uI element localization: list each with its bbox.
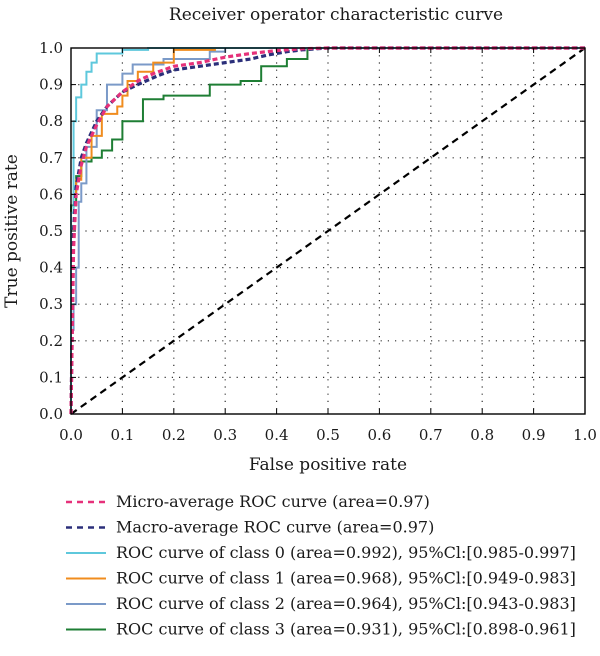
legend-label: ROC curve of class 2 (area=0.964), 95%Cl…	[116, 594, 576, 613]
x-tick-label: 0.7	[419, 426, 443, 444]
y-tick-label: 0.8	[39, 112, 63, 130]
y-axis-label: True positive rate	[2, 154, 22, 308]
legend-label: Macro-average ROC curve (area=0.97)	[116, 518, 434, 537]
legend-label: Micro-average ROC curve (area=0.97)	[116, 492, 430, 511]
x-axis-label: False positive rate	[249, 455, 407, 475]
legend-label: ROC curve of class 3 (area=0.931), 95%Cl…	[116, 620, 576, 639]
x-tick-label: 0.9	[522, 426, 546, 444]
chance-diagonal-line	[70, 47, 586, 415]
x-tick-label: 0.4	[265, 426, 289, 444]
legend: Micro-average ROC curve (area=0.97) Macro…	[66, 492, 576, 639]
legend-label: ROC curve of class 0 (area=0.992), 95%Cl…	[116, 543, 576, 562]
x-tick-label: 0.0	[59, 426, 83, 444]
series-line-4	[70, 47, 585, 414]
x-tick-label: 1.0	[573, 426, 597, 444]
x-tick-label: 0.2	[162, 426, 186, 444]
x-tick-label: 0.3	[213, 426, 237, 444]
y-tick-label: 0.6	[39, 185, 63, 203]
x-tick-label: 0.8	[470, 426, 494, 444]
series-line-1	[69, 46, 585, 415]
x-tick-label: 0.1	[110, 426, 134, 444]
y-tick-label: 0.9	[39, 76, 63, 94]
y-tick-label: 0.3	[39, 295, 63, 313]
y-tick-label: 0.7	[39, 149, 63, 167]
chart-title: Receiver operator characteristic curve	[169, 5, 503, 25]
x-tick-label: 0.5	[316, 426, 340, 444]
y-tick-label: 0.4	[39, 259, 63, 277]
series-line-0	[69, 46, 585, 415]
y-tick-label: 0.1	[39, 368, 63, 386]
y-tick-label: 1.0	[39, 39, 63, 57]
y-tick-label: 0.0	[39, 405, 63, 423]
y-tick-label: 0.5	[39, 222, 63, 240]
series-layer	[69, 46, 586, 415]
y-tick-label: 0.2	[39, 332, 63, 350]
x-tick-label: 0.6	[367, 426, 391, 444]
legend-label: ROC curve of class 1 (area=0.968), 95%Cl…	[116, 569, 576, 588]
tick-layer: 0.0 0.1 0.2 0.3 0.4 0.5 0.6 0.7 0.8 0.9 1.0 0.0 0.1 0…	[39, 39, 597, 444]
